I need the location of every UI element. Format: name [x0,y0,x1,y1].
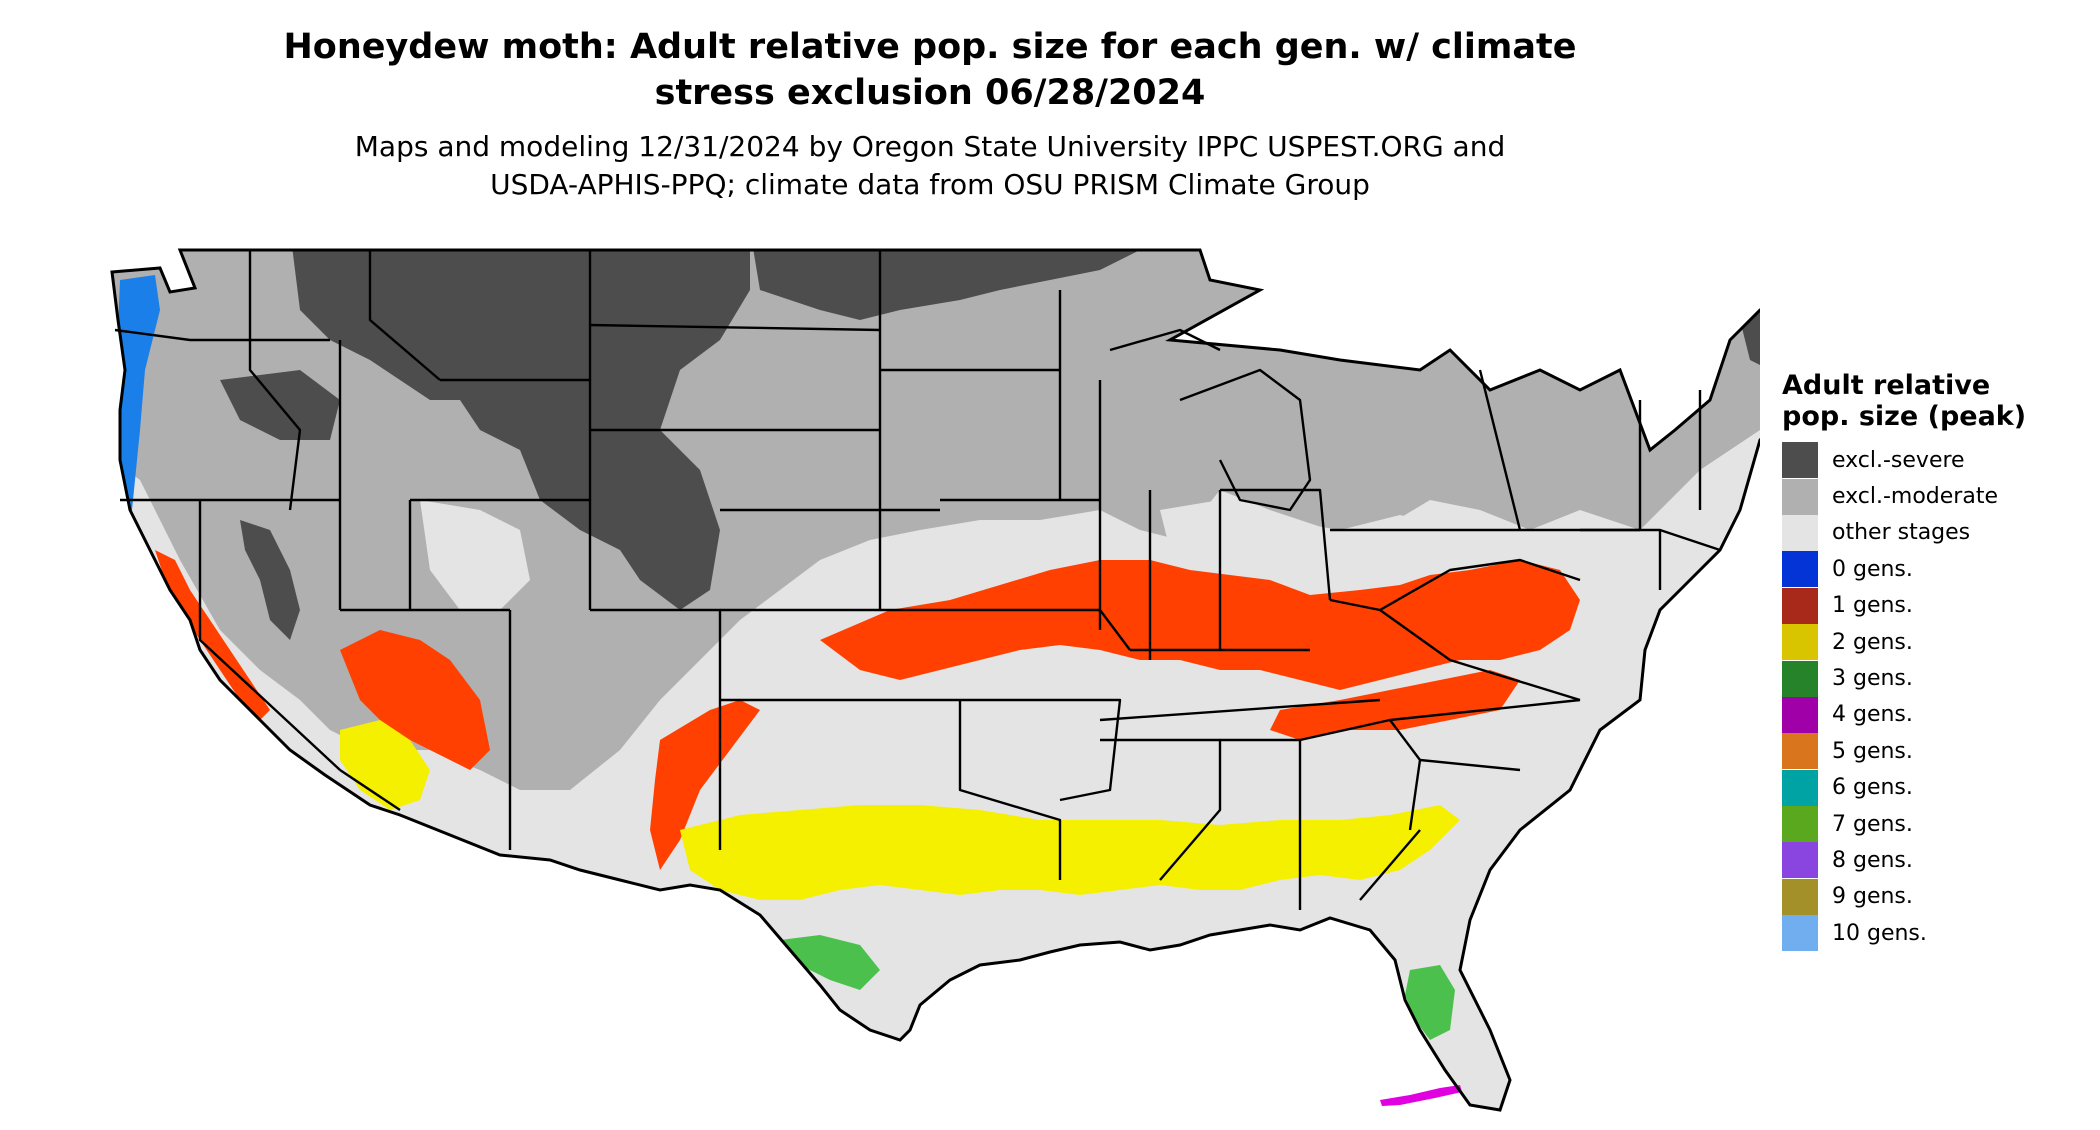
legend-swatch [1782,551,1818,588]
legend-label: 7 gens. [1832,811,1913,837]
region-4gens-keys [1380,1085,1462,1106]
legend-label: 10 gens. [1832,920,1927,946]
us-map [110,248,1760,1112]
legend-swatch [1782,624,1818,661]
legend-label: 8 gens. [1832,847,1913,873]
legend-swatch [1782,842,1818,879]
legend-label: 4 gens. [1832,702,1913,728]
legend-swatch [1782,769,1818,806]
legend-swatch [1782,733,1818,770]
map-title: Honeydew moth: Adult relative pop. size … [0,24,1860,116]
legend-item: 6 gens. [1782,769,2042,806]
legend-item: 5 gens. [1782,733,2042,770]
legend: Adult relative pop. size (peak) excl.-se… [1782,370,2042,952]
legend-swatch [1782,660,1818,697]
region-excl-severe-north-plains [750,250,1180,320]
legend-label: 5 gens. [1832,738,1913,764]
legend-label: 2 gens. [1832,629,1913,655]
map-title-line-2: stress exclusion 06/28/2024 [654,73,1206,113]
legend-label: 0 gens. [1832,556,1913,582]
legend-item: 10 gens. [1782,915,2042,952]
legend-item: 3 gens. [1782,660,2042,697]
legend-label: excl.-moderate [1832,484,1998,510]
legend-items: excl.-severe excl.-moderate other stages 0 … [1782,442,2042,952]
legend-label: 3 gens. [1832,666,1913,692]
legend-item: 4 gens. [1782,696,2042,733]
legend-label: 9 gens. [1832,884,1913,910]
map-title-line-1: Honeydew moth: Adult relative pop. size … [283,27,1577,67]
region-2gens-gulf [680,805,1460,900]
legend-item: 0 gens. [1782,551,2042,588]
legend-item: 2 gens. [1782,624,2042,661]
legend-label: 6 gens. [1832,775,1913,801]
region-1gen-appalachian [1270,670,1520,740]
legend-label: 1 gens. [1832,593,1913,619]
legend-swatch [1782,442,1818,479]
legend-label: excl.-severe [1832,447,1965,473]
region-excl-severe-sierra [240,520,300,640]
us-outline [110,248,1760,1112]
legend-swatch [1782,478,1818,515]
region-1gen-southwest [650,700,760,870]
region-1gen-az-nm [340,630,490,770]
legend-swatch [1782,915,1818,952]
region-green-florida [1405,965,1455,1040]
legend-item: 7 gens. [1782,806,2042,843]
legend-title: Adult relative pop. size (peak) [1782,370,2027,432]
legend-item: 8 gens. [1782,842,2042,879]
legend-item: excl.-severe [1782,442,2042,479]
state-borders [114,250,1721,910]
legend-swatch [1782,587,1818,624]
legend-swatch [1782,514,1818,551]
legend-swatch [1782,696,1818,733]
legend-item: other stages [1782,514,2042,551]
legend-swatch [1782,806,1818,843]
map-subtitle-line-1: Maps and modeling 12/31/2024 by Oregon S… [354,130,1506,163]
legend-item: 9 gens. [1782,878,2042,915]
region-other-utah [420,500,530,610]
legend-label: other stages [1832,520,1971,546]
region-1gen-east [820,560,1580,690]
map-subtitle-line-2: USDA-APHIS-PPQ; climate data from OSU PR… [490,168,1370,201]
map-subtitle: Maps and modeling 12/31/2024 by Oregon S… [0,128,1860,204]
legend-item: excl.-moderate [1782,478,2042,515]
legend-swatch [1782,878,1818,915]
region-2gens-az [340,720,430,810]
legend-item: 1 gens. [1782,587,2042,624]
region-green-texas [780,935,880,990]
